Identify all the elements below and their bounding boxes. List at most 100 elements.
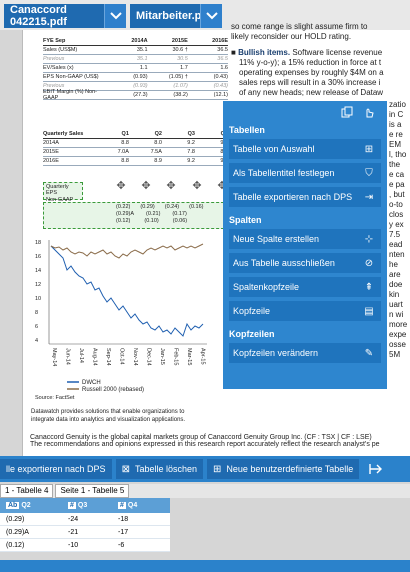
selection-label: Non-GAAP	[46, 197, 74, 203]
move-handle-icon[interactable]: ✥	[192, 180, 202, 192]
grid-header[interactable]: Ab Q2	[0, 502, 62, 509]
grid-cell[interactable]: (0.29)	[6, 515, 25, 523]
hand-pointer-icon[interactable]	[363, 105, 375, 118]
table-cell: EV/Sales (x)	[43, 65, 74, 71]
table-select-icon: ⊞	[364, 143, 374, 155]
table-selection-region[interactable]: (0.22) (0.29) (0.24) (0.16) (0.29)A (0.2…	[43, 202, 229, 229]
grid-row[interactable]: (0.29) -24 -18	[0, 513, 170, 526]
panel-action-add-column[interactable]: Neue Spalte erstellen ⊹	[229, 229, 381, 249]
table-header: Q3	[187, 131, 195, 137]
grid-row[interactable]: (0.12) -10 -6	[0, 539, 170, 552]
grid-row[interactable]: (0.29)A -21 -17	[0, 526, 170, 539]
table-cell: 2014A	[43, 140, 59, 146]
x-tick-label: Apr-15	[200, 348, 206, 365]
doc-fragment: o-to	[389, 200, 403, 209]
sheet-tab[interactable]: Seite 1 - Tabelle 5	[55, 484, 130, 498]
doc-fragment: , but	[389, 190, 405, 199]
panel-action-table-select[interactable]: Tabelle von Auswahl ⊞	[229, 139, 381, 159]
table-cell: (0.43)	[213, 74, 228, 80]
extracted-table-grid[interactable]: Ab Q2 # Q3 # Q4 (0.29) -24 -18 (0.29)A -21 -17 (0…	[0, 498, 170, 552]
grid-cell[interactable]: (0.29)A	[6, 528, 29, 536]
cell: (0.06)	[172, 218, 188, 224]
panel-action-edit-headers[interactable]: Kopfzeilen verändern ✎	[229, 343, 381, 363]
table-cell: (38.2)	[173, 92, 188, 98]
cell: (0.22)	[116, 204, 131, 210]
quarterly-table-body: 2014A8.88.09.29.12015E7.0A7.5A7.88.42016…	[43, 139, 228, 166]
doc-fragment: EM	[389, 140, 401, 149]
chevron-down-icon[interactable]	[104, 4, 126, 28]
grid-header[interactable]: # Q3	[62, 502, 112, 509]
table-cell: 30.6 †	[172, 47, 188, 53]
panel-section-title: Tabellen	[229, 125, 265, 135]
panel-action-export[interactable]: Tabelle exportieren nach DPS ⇥	[229, 187, 381, 207]
table-cell: Sales (US$M)	[43, 47, 78, 53]
grid-header[interactable]: # Q4	[112, 502, 167, 509]
move-handle-icon[interactable]: ✥	[141, 180, 151, 192]
y-tick-label: 14	[35, 268, 41, 274]
table-header: 2015E	[171, 38, 188, 44]
title-tag-icon: ⛉	[365, 167, 373, 179]
cell: (0.16)	[189, 204, 204, 210]
panel-action-exclude-column[interactable]: Aus Tabelle ausschließen ⊘	[229, 253, 381, 273]
table-cell: 1.6	[220, 65, 228, 71]
grid-cell[interactable]: -24	[68, 515, 79, 523]
y-tick-label: 4	[35, 338, 38, 344]
doc-fragment: in C	[389, 110, 404, 119]
file-tab-mitarbeiter[interactable]: Mitarbeiter.pdf	[130, 4, 222, 28]
doc-fragment: n wi	[389, 310, 404, 319]
column-type-badge: Ab	[6, 502, 20, 509]
table-row: Sales (US$M) 35.1 30.6 † 36.5	[43, 46, 228, 55]
move-handle-icon[interactable]: ✥	[217, 180, 227, 192]
cell: (0.17)	[172, 211, 187, 217]
panel-action-label: Spaltenkopfzeile	[233, 282, 300, 292]
exit-icon[interactable]	[363, 459, 389, 479]
financial-table[interactable]: FYE Sep 2014A 2015E 2016E Sales (US$M) 35…	[43, 37, 228, 101]
x-tick-label: Sep-14	[105, 348, 111, 366]
panel-action-label: Neue Spalte erstellen	[233, 234, 320, 244]
x-tick-label: Dec-14	[146, 348, 152, 366]
new-custom-table-button[interactable]: ⊞ Neue benutzerdefinierte Tabelle	[207, 459, 360, 479]
doc-line: ■ Bullish items. Software license revenu…	[231, 48, 383, 57]
panel-action-label: Kopfzeile	[233, 306, 271, 316]
cell: (0.24)	[164, 204, 180, 210]
cell: (0.21)	[146, 211, 161, 217]
panel-action-header-row[interactable]: Kopfzeile ▤	[229, 301, 381, 321]
panel-action-label: Tabelle von Auswahl	[233, 144, 315, 154]
grid-cell[interactable]: (0.12)	[6, 541, 25, 549]
chevron-down-icon[interactable]	[200, 4, 222, 28]
grid-cell[interactable]: -6	[118, 541, 125, 549]
header-row-icon: ▤	[364, 305, 374, 317]
grid-cell[interactable]: -18	[118, 515, 129, 523]
file-tab-canaccord[interactable]: Canaccord 042215.pdf	[4, 4, 126, 28]
x-tick-label: Jul-14	[78, 348, 84, 363]
quarterly-sales-table[interactable]: Quarterly Sales Q1 Q2 Q3 Q4 2014A 8.8 8.0 9…	[43, 130, 228, 166]
panel-action-title-tag[interactable]: Als Tabellentitel festlegen ⛉	[229, 163, 381, 183]
grid-cell[interactable]: -17	[118, 528, 129, 536]
panel-action-column-header[interactable]: Spaltenkopfzeile ⇞	[229, 277, 381, 297]
table-cell: 36.5	[217, 47, 228, 53]
bullet-title: Bullish items.	[238, 48, 291, 57]
financial-table-body: Sales (US$M) 35.1 30.6 † 36.5 Previous 35.1 30…	[43, 46, 228, 101]
move-handle-icon[interactable]: ✥	[116, 180, 126, 192]
export-table-button[interactable]: lle exportieren nach DPS	[0, 459, 112, 479]
button-label: lle exportieren nach DPS	[6, 464, 106, 474]
grid-header-row: Ab Q2 # Q3 # Q4	[0, 498, 170, 513]
delete-table-button[interactable]: ⊠ Tabelle löschen	[115, 459, 203, 479]
grid-cell[interactable]: -10	[68, 541, 79, 549]
column-name: Q2	[21, 502, 31, 509]
table-row: EPS Non-GAAP (US$) (0.93) (1.05) † (0.43)	[43, 73, 228, 82]
doc-fragment: more	[389, 320, 408, 329]
doc-fragment: zatio	[389, 100, 406, 109]
doc-top-text: so come range is slight assume firm to l…	[231, 22, 368, 42]
sheet-tab[interactable]: 1 - Tabelle 4	[0, 484, 54, 498]
table-cell: 35.1	[136, 47, 148, 53]
table-cell: 8.8	[121, 140, 129, 146]
move-handle-icon[interactable]: ✥	[166, 180, 176, 192]
button-label: Neue benutzerdefinierte Tabelle	[226, 464, 354, 474]
export-icon: ⇥	[364, 191, 374, 203]
selection-label: Quarterly EPS	[46, 184, 69, 196]
copy-icon[interactable]	[341, 105, 353, 118]
grid-cell[interactable]: -21	[68, 528, 79, 536]
selection-label-box[interactable]: Quarterly EPS Non-GAAP	[43, 182, 83, 203]
